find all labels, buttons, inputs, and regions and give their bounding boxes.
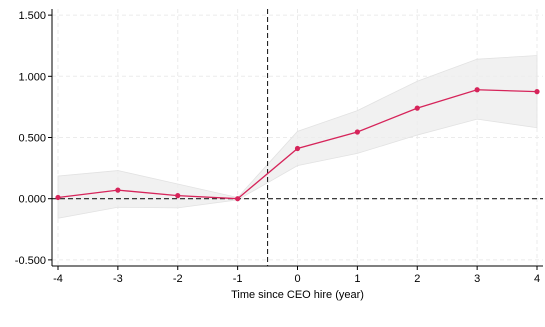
data-point (235, 196, 241, 202)
x-tick-label: 3 (474, 273, 480, 285)
data-point (115, 187, 121, 193)
x-tick-label: -1 (233, 273, 243, 285)
x-tick-label: -2 (173, 273, 183, 285)
data-point (414, 105, 420, 111)
x-tick-label: -4 (53, 273, 63, 285)
x-tick-label: -3 (113, 273, 123, 285)
y-tick-label: 0.500 (18, 133, 46, 145)
data-point (534, 89, 540, 95)
data-point (55, 194, 61, 201)
y-tick-label: 0.000 (18, 194, 46, 206)
x-tick-label: 2 (414, 273, 420, 285)
x-tick-label: 0 (294, 273, 300, 285)
data-point (294, 145, 301, 152)
y-tick-label: 1.500 (18, 10, 46, 22)
data-point (474, 87, 480, 93)
data-point (175, 193, 181, 199)
y-axis-ticks: -0.500 0.000 0.500 1.000 1.500 (15, 10, 52, 267)
x-axis-ticks: -4 -3 -2 -1 0 1 2 3 4 (53, 266, 540, 285)
data-point (354, 129, 360, 135)
y-tick-label: -0.500 (15, 255, 46, 267)
reference-lines (52, 9, 543, 266)
x-axis-label: Time since CEO hire (year) (231, 289, 364, 301)
x-tick-label: 1 (354, 273, 360, 285)
x-tick-label: 4 (534, 273, 540, 285)
data-points (55, 87, 540, 202)
y-tick-label: 1.000 (18, 71, 46, 83)
